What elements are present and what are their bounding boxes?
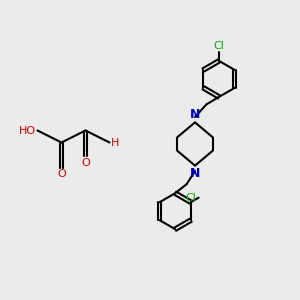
Text: H: H [111, 137, 119, 148]
Text: N: N [190, 167, 200, 180]
Text: HO: HO [19, 125, 36, 136]
Text: O: O [81, 158, 90, 167]
Text: N: N [190, 108, 200, 121]
Text: O: O [57, 169, 66, 179]
Text: Cl: Cl [185, 193, 196, 203]
Text: Cl: Cl [214, 41, 224, 51]
